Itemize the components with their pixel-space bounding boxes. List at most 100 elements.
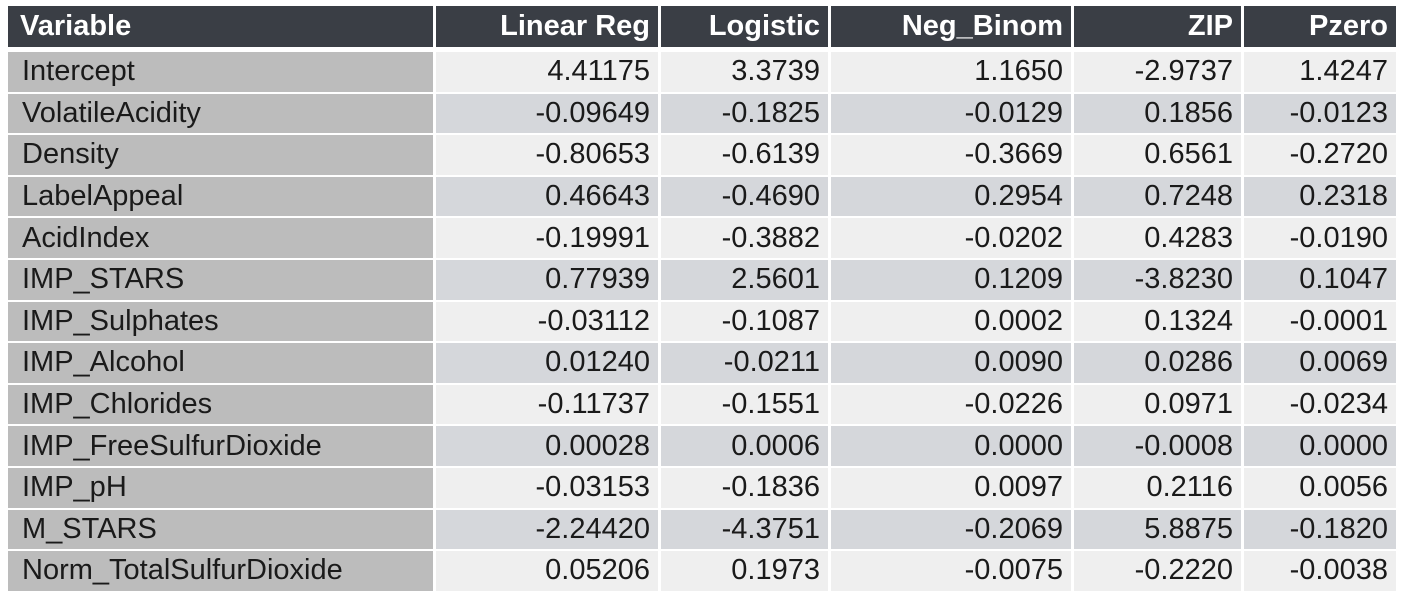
variable-cell: IMP_Chlorides	[8, 384, 433, 427]
linear-reg-cell: -0.03153	[436, 467, 658, 510]
linear-reg-cell: 4.41175	[436, 52, 658, 94]
linear-reg-cell: 0.01240	[436, 343, 658, 385]
pzero-cell: 0.0056	[1244, 467, 1396, 510]
variable-cell: AcidIndex	[8, 218, 433, 260]
neg-binom-cell: 0.2954	[831, 176, 1071, 219]
logistic-cell: -0.1087	[661, 301, 828, 344]
pzero-cell: -0.0234	[1244, 384, 1396, 427]
linear-reg-cell: -0.19991	[436, 218, 658, 260]
pzero-cell: 0.2318	[1244, 176, 1396, 219]
table-row: VolatileAcidity -0.09649 -0.1825 -0.0129…	[8, 93, 1396, 136]
variable-cell: M_STARS	[8, 509, 433, 552]
neg-binom-cell: 0.0000	[831, 426, 1071, 468]
table-row: IMP_Chlorides -0.11737 -0.1551 -0.0226 0…	[8, 384, 1396, 427]
linear-reg-cell: 0.46643	[436, 176, 658, 219]
neg-binom-cell: 0.0097	[831, 467, 1071, 510]
table-row: AcidIndex -0.19991 -0.3882 -0.0202 0.428…	[8, 218, 1396, 260]
logistic-cell: 0.0006	[661, 426, 828, 468]
variable-cell: VolatileAcidity	[8, 93, 433, 136]
header-row: Variable Linear Reg Logistic Neg_Binom Z…	[8, 6, 1396, 52]
logistic-cell: 2.5601	[661, 259, 828, 302]
variable-cell: Intercept	[8, 52, 433, 94]
linear-reg-cell: -0.80653	[436, 135, 658, 177]
variable-cell: LabelAppeal	[8, 176, 433, 219]
neg-binom-cell: 0.0090	[831, 343, 1071, 385]
linear-reg-cell: -2.24420	[436, 509, 658, 552]
pzero-cell: -0.0190	[1244, 218, 1396, 260]
table-row: IMP_pH -0.03153 -0.1836 0.0097 0.2116 0.…	[8, 467, 1396, 510]
logistic-cell: 0.1973	[661, 551, 828, 593]
header-variable: Variable	[8, 6, 433, 52]
variable-cell: IMP_STARS	[8, 259, 433, 302]
zip-cell: -3.8230	[1074, 259, 1241, 302]
pzero-cell: -0.2720	[1244, 135, 1396, 177]
pzero-cell: -0.0038	[1244, 551, 1396, 593]
logistic-cell: -0.1836	[661, 467, 828, 510]
table-row: IMP_Alcohol 0.01240 -0.0211 0.0090 0.028…	[8, 343, 1396, 385]
table-row: Density -0.80653 -0.6139 -0.3669 0.6561 …	[8, 135, 1396, 177]
table-row: Norm_TotalSulfurDioxide 0.05206 0.1973 -…	[8, 551, 1396, 593]
variable-cell: Density	[8, 135, 433, 177]
logistic-cell: 3.3739	[661, 52, 828, 94]
variable-cell: IMP_pH	[8, 467, 433, 510]
zip-cell: 0.4283	[1074, 218, 1241, 260]
zip-cell: 0.2116	[1074, 467, 1241, 510]
table-row: IMP_Sulphates -0.03112 -0.1087 0.0002 0.…	[8, 301, 1396, 344]
linear-reg-cell: 0.05206	[436, 551, 658, 593]
pzero-cell: -0.1820	[1244, 509, 1396, 552]
variable-cell: IMP_Alcohol	[8, 343, 433, 385]
neg-binom-cell: -0.2069	[831, 509, 1071, 552]
neg-binom-cell: -0.0129	[831, 93, 1071, 136]
logistic-cell: -0.1825	[661, 93, 828, 136]
pzero-cell: 0.0069	[1244, 343, 1396, 385]
linear-reg-cell: -0.09649	[436, 93, 658, 136]
linear-reg-cell: 0.00028	[436, 426, 658, 468]
zip-cell: 0.1324	[1074, 301, 1241, 344]
pzero-cell: 0.1047	[1244, 259, 1396, 302]
zip-cell: -0.0008	[1074, 426, 1241, 468]
table-row: Intercept 4.41175 3.3739 1.1650 -2.9737 …	[8, 52, 1396, 94]
pzero-cell: -0.0123	[1244, 93, 1396, 136]
logistic-cell: -4.3751	[661, 509, 828, 552]
zip-cell: 5.8875	[1074, 509, 1241, 552]
linear-reg-cell: -0.11737	[436, 384, 658, 427]
neg-binom-cell: -0.3669	[831, 135, 1071, 177]
header-neg-binom: Neg_Binom	[831, 6, 1071, 52]
zip-cell: 0.0286	[1074, 343, 1241, 385]
header-linear-reg: Linear Reg	[436, 6, 658, 52]
neg-binom-cell: 1.1650	[831, 52, 1071, 94]
variable-cell: Norm_TotalSulfurDioxide	[8, 551, 433, 593]
zip-cell: 0.7248	[1074, 176, 1241, 219]
zip-cell: -0.2220	[1074, 551, 1241, 593]
logistic-cell: -0.0211	[661, 343, 828, 385]
table-body: Intercept 4.41175 3.3739 1.1650 -2.9737 …	[8, 52, 1396, 593]
table-row: IMP_STARS 0.77939 2.5601 0.1209 -3.8230 …	[8, 259, 1396, 302]
zip-cell: 0.6561	[1074, 135, 1241, 177]
zip-cell: 0.1856	[1074, 93, 1241, 136]
neg-binom-cell: 0.1209	[831, 259, 1071, 302]
pzero-cell: -0.0001	[1244, 301, 1396, 344]
table-row: LabelAppeal 0.46643 -0.4690 0.2954 0.724…	[8, 176, 1396, 219]
linear-reg-cell: 0.77939	[436, 259, 658, 302]
neg-binom-cell: 0.0002	[831, 301, 1071, 344]
neg-binom-cell: -0.0075	[831, 551, 1071, 593]
neg-binom-cell: -0.0226	[831, 384, 1071, 427]
logistic-cell: -0.3882	[661, 218, 828, 260]
zip-cell: 0.0971	[1074, 384, 1241, 427]
logistic-cell: -0.6139	[661, 135, 828, 177]
header-pzero: Pzero	[1244, 6, 1396, 52]
table-row: IMP_FreeSulfurDioxide 0.00028 0.0006 0.0…	[8, 426, 1396, 468]
table-row: M_STARS -2.24420 -4.3751 -0.2069 5.8875 …	[8, 509, 1396, 552]
pzero-cell: 1.4247	[1244, 52, 1396, 94]
variable-cell: IMP_Sulphates	[8, 301, 433, 344]
logistic-cell: -0.4690	[661, 176, 828, 219]
header-zip: ZIP	[1074, 6, 1241, 52]
linear-reg-cell: -0.03112	[436, 301, 658, 344]
coefficient-table: Variable Linear Reg Logistic Neg_Binom Z…	[5, 6, 1399, 593]
zip-cell: -2.9737	[1074, 52, 1241, 94]
header-logistic: Logistic	[661, 6, 828, 52]
logistic-cell: -0.1551	[661, 384, 828, 427]
neg-binom-cell: -0.0202	[831, 218, 1071, 260]
variable-cell: IMP_FreeSulfurDioxide	[8, 426, 433, 468]
pzero-cell: 0.0000	[1244, 426, 1396, 468]
